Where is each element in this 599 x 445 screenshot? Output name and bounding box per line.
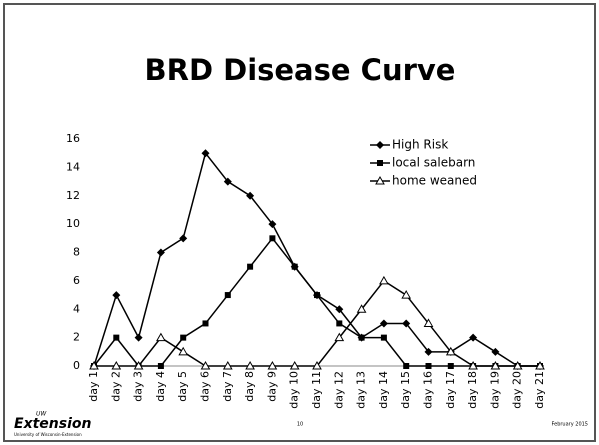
point bbox=[134, 333, 143, 342]
point bbox=[289, 360, 300, 370]
x-tick-label: day 20 bbox=[511, 371, 524, 409]
chart-title: BRD Disease Curve bbox=[145, 53, 456, 87]
point bbox=[402, 319, 411, 328]
point bbox=[358, 334, 365, 341]
point bbox=[222, 360, 233, 370]
logo-subtitle: University of Wisconsin-Extension bbox=[14, 432, 82, 437]
point bbox=[401, 290, 412, 299]
y-tick-label: 12 bbox=[66, 189, 80, 202]
y-tick-label: 0 bbox=[73, 359, 80, 372]
y-tick-label: 2 bbox=[73, 331, 80, 344]
point bbox=[512, 360, 523, 370]
point bbox=[469, 333, 478, 342]
point bbox=[201, 149, 210, 158]
x-tick-label: day 9 bbox=[265, 371, 278, 402]
legend-marker bbox=[375, 175, 385, 185]
x-tick-label: day 10 bbox=[288, 371, 301, 409]
point bbox=[178, 346, 189, 356]
x-tick-label: day 16 bbox=[422, 371, 435, 409]
point bbox=[314, 292, 320, 299]
y-tick-label: 16 bbox=[66, 132, 80, 145]
point bbox=[245, 360, 255, 370]
point bbox=[335, 305, 344, 314]
point bbox=[380, 334, 387, 341]
point bbox=[425, 363, 432, 369]
x-tick-label: day 18 bbox=[466, 371, 479, 409]
point bbox=[89, 360, 99, 370]
y-tick-label: 10 bbox=[66, 217, 80, 230]
point bbox=[491, 347, 500, 356]
point bbox=[133, 360, 144, 370]
point bbox=[268, 220, 277, 229]
point bbox=[111, 360, 122, 370]
point bbox=[403, 363, 410, 369]
legend-label: High Risk bbox=[392, 138, 448, 152]
point bbox=[157, 363, 164, 369]
x-tick-label: day 8 bbox=[243, 371, 256, 402]
point bbox=[445, 346, 456, 356]
point bbox=[179, 234, 188, 243]
point bbox=[269, 235, 276, 242]
point bbox=[113, 334, 120, 341]
x-tick-label: day 6 bbox=[199, 371, 212, 402]
point bbox=[267, 360, 278, 370]
point bbox=[334, 332, 345, 342]
page-number: 10 bbox=[297, 422, 303, 428]
y-tick-label: 8 bbox=[73, 246, 80, 259]
point bbox=[490, 360, 501, 370]
point bbox=[379, 275, 389, 285]
point bbox=[336, 320, 343, 327]
x-tick-label: day 13 bbox=[355, 371, 368, 409]
date: February 2015 bbox=[552, 422, 588, 428]
x-tick-label: day 5 bbox=[176, 371, 189, 402]
x-tick-label: day 21 bbox=[533, 371, 546, 409]
x-tick-label: day 17 bbox=[444, 371, 457, 409]
point bbox=[156, 332, 166, 342]
y-tick-label: 4 bbox=[73, 302, 80, 315]
point bbox=[379, 319, 388, 328]
logo: Extension bbox=[14, 416, 91, 432]
point bbox=[247, 263, 254, 270]
point bbox=[200, 360, 211, 370]
logo-superscript: UW bbox=[36, 411, 47, 418]
point bbox=[535, 360, 545, 370]
x-tick-label: day 12 bbox=[332, 371, 345, 409]
point bbox=[312, 360, 322, 370]
point bbox=[112, 291, 121, 300]
point bbox=[202, 320, 209, 327]
legend-marker bbox=[377, 160, 383, 166]
x-tick-label: day 7 bbox=[221, 371, 234, 402]
point bbox=[291, 263, 298, 270]
point bbox=[468, 360, 478, 370]
x-tick-label: day 19 bbox=[488, 371, 501, 409]
legend-label: home weaned bbox=[392, 174, 477, 188]
x-tick-label: day 15 bbox=[399, 371, 412, 409]
point bbox=[447, 363, 454, 369]
x-tick-label: day 11 bbox=[310, 371, 323, 409]
point bbox=[224, 292, 231, 299]
x-tick-label: day 3 bbox=[132, 371, 145, 402]
x-tick-label: day 1 bbox=[87, 371, 100, 402]
point bbox=[424, 347, 433, 356]
point bbox=[156, 248, 165, 257]
point bbox=[223, 177, 232, 186]
x-tick-label: day 14 bbox=[377, 371, 390, 409]
point bbox=[356, 304, 367, 313]
y-tick-label: 14 bbox=[66, 160, 80, 173]
point bbox=[180, 334, 187, 341]
legend-label: local salebarn bbox=[392, 156, 475, 170]
legend-marker bbox=[376, 141, 384, 149]
point bbox=[423, 318, 434, 327]
point bbox=[246, 191, 255, 200]
x-tick-label: day 4 bbox=[154, 371, 167, 402]
y-tick-label: 6 bbox=[73, 274, 80, 287]
x-tick-label: day 2 bbox=[109, 371, 122, 402]
